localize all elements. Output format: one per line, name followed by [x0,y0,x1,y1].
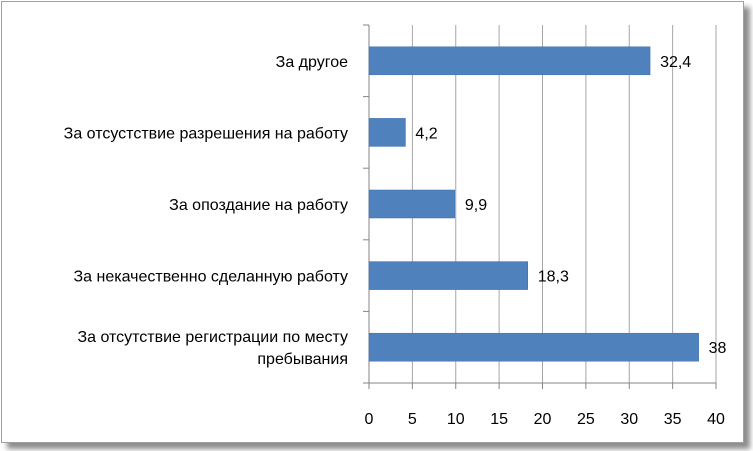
bar-4 [368,332,699,362]
data-label-2: 9,9 [465,197,487,214]
category-label-4-line-1: пребывания [257,351,348,368]
category-label-4-line-0: За отсутствие регистрации по месту [77,329,348,346]
x-tick-label-0: 0 [365,411,374,428]
data-label-3: 18,3 [538,269,569,286]
x-tick-label-4: 20 [534,411,552,428]
data-label-0: 32,4 [660,54,691,71]
x-tick-label-3: 15 [490,411,508,428]
data-label-1: 4,2 [415,125,437,142]
category-label-1: За отсустствие разрешения на работу [64,125,348,142]
bar-2 [368,189,456,219]
category-label-3: За некачественно сделанную работу [73,269,348,286]
x-tick-label-5: 25 [577,411,595,428]
data-label-4: 38 [709,340,727,357]
bar-3 [368,261,529,290]
x-tick-label-1: 5 [408,411,417,428]
bar-1 [368,118,406,147]
x-tick-label-6: 30 [620,411,638,428]
category-label-0: За другое [276,54,348,71]
category-label-2: За опоздание на работу [169,197,348,214]
x-tick-label-8: 40 [707,411,725,428]
x-tick-label-7: 35 [664,411,682,428]
bar-0 [368,46,651,76]
x-tick-label-2: 10 [447,411,465,428]
